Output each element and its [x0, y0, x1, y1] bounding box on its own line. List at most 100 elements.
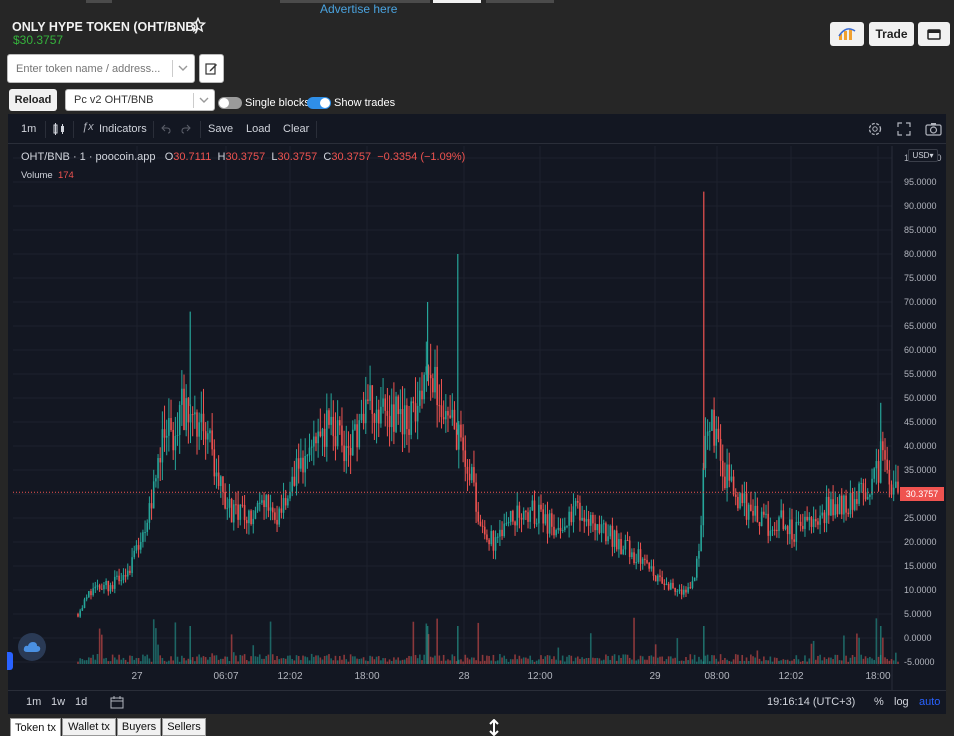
candle-body — [347, 445, 350, 449]
log-scale-toggle[interactable]: log — [894, 696, 909, 708]
volume-bar — [490, 660, 493, 664]
save-button[interactable]: Save — [208, 123, 234, 135]
interval-button[interactable]: 1m — [21, 123, 37, 135]
candle-style-icon[interactable] — [52, 122, 66, 136]
volume-bar — [293, 660, 296, 664]
volume-bar — [849, 657, 852, 664]
range-1d[interactable]: 1d — [75, 696, 88, 708]
legend-open: 30.7111 — [173, 151, 212, 163]
volume-bar — [341, 659, 343, 664]
candle-body — [745, 493, 748, 520]
volume-bar — [211, 653, 213, 664]
cloud-icon[interactable] — [18, 633, 46, 661]
candle-body — [282, 498, 285, 513]
search-input[interactable] — [8, 55, 168, 82]
tab-sellers[interactable]: Sellers — [162, 718, 206, 736]
redo-icon[interactable] — [180, 123, 192, 135]
volume-bar — [261, 658, 263, 664]
volume-bar — [252, 645, 255, 664]
volume-bar — [332, 660, 335, 664]
volume-bar — [683, 660, 685, 664]
auto-scale-toggle[interactable]: auto — [919, 696, 941, 708]
candle-body — [583, 517, 586, 522]
fullscreen-icon[interactable] — [897, 122, 911, 136]
indicators-button[interactable]: Indicators — [99, 123, 147, 135]
volume-bar — [765, 660, 767, 664]
candle-body — [553, 526, 555, 536]
top-tab[interactable] — [280, 0, 430, 3]
candle-body — [607, 536, 609, 542]
volume-label: Volume — [21, 170, 53, 181]
volume-bar — [576, 656, 579, 664]
volume-bar — [713, 655, 715, 664]
window-button[interactable] — [918, 22, 950, 46]
range-1w[interactable]: 1w — [51, 696, 66, 708]
volume-bar — [750, 654, 752, 664]
currency-select[interactable]: USD▾ — [908, 149, 938, 162]
candle-body — [384, 398, 387, 411]
candle-body — [308, 447, 311, 456]
candle-body — [170, 418, 172, 430]
legend-open-label: O — [164, 151, 174, 163]
top-tab[interactable] — [86, 0, 112, 3]
candle-body — [793, 539, 795, 542]
volume-bar — [559, 660, 562, 664]
gear-icon[interactable] — [867, 121, 883, 137]
load-button[interactable]: Load — [246, 123, 271, 135]
volume-bar — [741, 654, 744, 664]
price-chart[interactable]: 100.000095.000090.000085.000080.000075.0… — [8, 146, 946, 690]
reload-button[interactable]: Reload — [9, 89, 57, 111]
volume-bar — [869, 656, 871, 664]
volume-bar — [354, 656, 356, 664]
candle-body — [142, 532, 144, 542]
clear-button[interactable]: Clear — [283, 123, 310, 135]
legend-symbol: OHT/BNB · 1 · poocoin.app — [21, 151, 156, 163]
calendar-icon[interactable] — [110, 696, 124, 709]
volume-bar — [862, 658, 865, 664]
fx-icon[interactable]: ƒx — [82, 121, 94, 133]
volume-bar — [289, 655, 291, 664]
single-blocks-toggle[interactable] — [218, 97, 242, 109]
volume-bar — [88, 657, 90, 664]
pair-select[interactable]: Pc v2 OHT/BNB — [65, 89, 215, 111]
tab-buyers[interactable]: Buyers — [117, 718, 161, 736]
volume-bar — [527, 658, 529, 664]
volume-bar — [146, 654, 149, 664]
undo-icon[interactable] — [160, 123, 172, 135]
volume-bar — [592, 657, 594, 664]
edit-button[interactable] — [199, 54, 224, 83]
tab-token-tx[interactable]: Token tx — [10, 718, 61, 736]
candle-body — [884, 450, 886, 460]
volume-bar — [142, 654, 144, 664]
show-trades-toggle[interactable] — [307, 97, 331, 109]
trade-button[interactable]: Trade — [869, 22, 914, 46]
volume-bar — [412, 621, 415, 664]
side-panel-handle[interactable] — [7, 652, 13, 670]
volume-bar — [605, 654, 607, 664]
volume-bar — [514, 654, 516, 664]
camera-icon[interactable] — [925, 122, 942, 136]
chart-icon-button[interactable] — [830, 22, 864, 46]
candle-body — [442, 417, 445, 420]
volume-bar — [574, 657, 577, 664]
candle-body — [362, 413, 365, 424]
top-tab[interactable] — [486, 0, 554, 3]
resize-handle-icon[interactable] — [488, 719, 500, 736]
tab-wallet-tx[interactable]: Wallet tx — [62, 718, 116, 736]
candle-body — [823, 512, 826, 524]
volume-bar — [778, 660, 780, 664]
candle-body — [466, 466, 469, 474]
candle-body — [758, 522, 761, 527]
star-icon[interactable] — [190, 17, 206, 33]
top-tab[interactable] — [433, 0, 481, 3]
percent-scale-toggle[interactable]: % — [874, 696, 884, 708]
candle-body — [661, 577, 663, 584]
token-search[interactable] — [7, 54, 195, 83]
chevron-down-icon[interactable] — [178, 65, 188, 72]
candle-body — [416, 405, 419, 422]
divider — [316, 121, 317, 138]
advertise-link[interactable]: Advertise here — [320, 2, 398, 16]
range-1m[interactable]: 1m — [26, 696, 42, 708]
volume-bar — [637, 659, 640, 664]
volume-bar — [419, 654, 421, 664]
